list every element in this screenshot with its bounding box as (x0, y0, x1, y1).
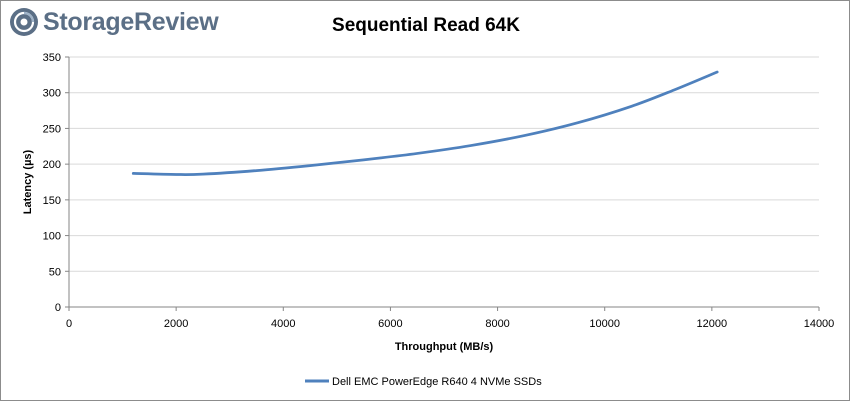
legend-label: Dell EMC PowerEdge R640 4 NVMe SSDs (332, 376, 542, 388)
x-tick-label: 8000 (485, 318, 509, 330)
y-tick-label: 200 (43, 159, 61, 171)
y-tick-label: 50 (49, 266, 61, 278)
y-axis-title: Latency (µs) (22, 149, 34, 214)
x-tick-label: 14000 (804, 318, 835, 330)
y-tick-label: 350 (43, 52, 61, 64)
x-tick-labels: 0 2000 4000 6000 8000 10000 12000 14000 (66, 318, 834, 330)
y-tick-label: 0 (55, 302, 61, 314)
x-tick-label: 4000 (271, 318, 295, 330)
y-tick-label: 300 (43, 88, 61, 100)
gridlines (69, 56, 819, 272)
brand-name: StorageReview (43, 7, 219, 36)
x-tick-label: 2000 (164, 318, 188, 330)
x-tick-label: 0 (66, 318, 72, 330)
axes (65, 56, 820, 311)
series-line (131, 70, 719, 176)
x-axis-title: Throughput (MB/s) (395, 341, 494, 353)
y-tick-label: 150 (43, 195, 61, 207)
x-tick-label: 12000 (697, 318, 728, 330)
y-tick-labels: 0 50 100 150 200 250 300 350 (43, 52, 61, 314)
brand-logo: StorageReview (9, 5, 219, 39)
legend: Dell EMC PowerEdge R640 4 NVMe SSDs (305, 376, 542, 388)
chart-title: Sequential Read 64K (332, 15, 520, 36)
y-tick-label: 100 (43, 231, 61, 243)
series-lines (131, 70, 719, 176)
x-tick-label: 10000 (589, 318, 620, 330)
storage-disk-icon (10, 8, 38, 36)
y-tick-label: 250 (43, 123, 61, 135)
x-tick-label: 6000 (378, 318, 402, 330)
